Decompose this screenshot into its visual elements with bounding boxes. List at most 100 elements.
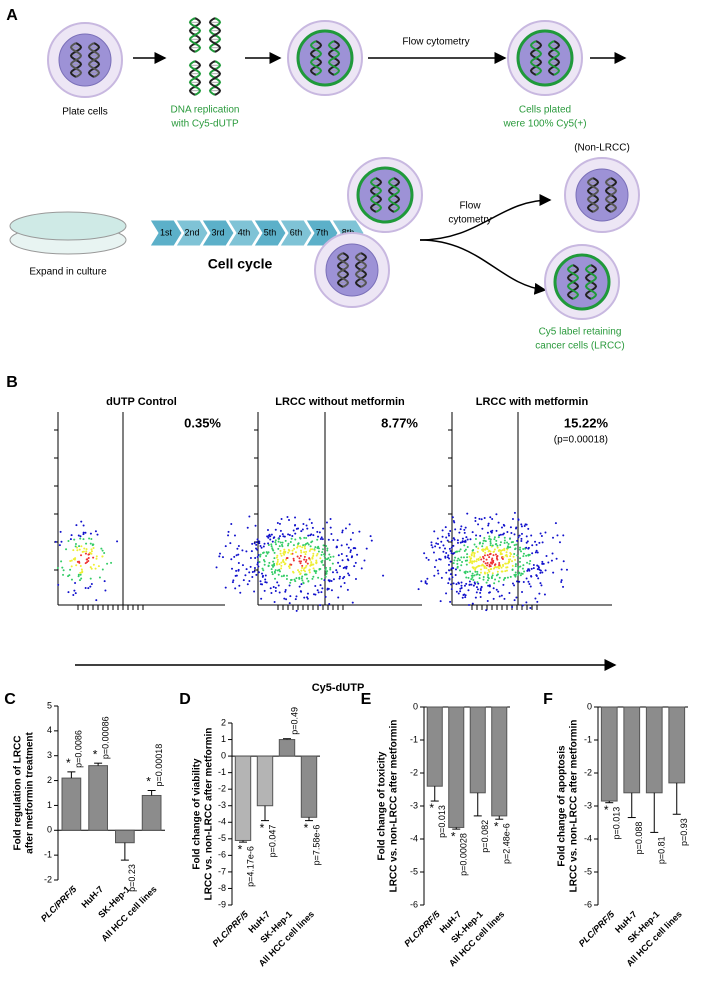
y-axis-label: Fold change of viability bbox=[192, 758, 203, 870]
event-dot bbox=[509, 575, 512, 578]
event-dot bbox=[521, 567, 524, 570]
event-dot bbox=[57, 583, 60, 586]
event-dot bbox=[92, 543, 95, 546]
helix-strand bbox=[309, 40, 323, 76]
event-dot bbox=[326, 547, 329, 550]
event-dot bbox=[59, 530, 62, 533]
event-dot bbox=[282, 561, 285, 564]
y-axis-label: after metformin treatment bbox=[25, 731, 36, 853]
event-dot bbox=[502, 532, 505, 535]
event-dot bbox=[513, 584, 516, 587]
event-dot bbox=[496, 573, 499, 576]
event-dot bbox=[326, 549, 329, 552]
event-dot bbox=[280, 561, 283, 564]
event-dot bbox=[465, 536, 468, 539]
p-label: p=4.17e-6 bbox=[245, 846, 255, 887]
event-dot bbox=[448, 569, 451, 572]
event-dot bbox=[270, 592, 273, 595]
event-dot bbox=[283, 548, 286, 551]
event-dot bbox=[269, 535, 272, 538]
event-dot bbox=[520, 532, 523, 535]
label: Expand in culture bbox=[29, 267, 107, 278]
label: Flow bbox=[459, 201, 481, 212]
event-dot bbox=[482, 576, 485, 579]
event-dot bbox=[513, 573, 516, 576]
event-dot bbox=[518, 560, 521, 563]
event-dot bbox=[90, 548, 93, 551]
event-dot bbox=[329, 555, 332, 558]
event-dot bbox=[488, 556, 491, 559]
event-dot bbox=[479, 556, 482, 559]
event-dot bbox=[288, 566, 291, 569]
event-dot bbox=[489, 561, 492, 564]
event-dot bbox=[539, 582, 542, 585]
event-dot bbox=[274, 586, 277, 589]
event-dot bbox=[491, 544, 494, 547]
event-dot bbox=[256, 563, 259, 566]
split-path bbox=[419, 239, 547, 295]
event-dot bbox=[337, 561, 340, 564]
event-dot bbox=[291, 535, 294, 538]
event-dot bbox=[289, 578, 292, 581]
event-dot bbox=[475, 534, 478, 537]
event-dot bbox=[537, 566, 540, 569]
event-dot bbox=[300, 551, 303, 554]
event-dot bbox=[534, 597, 537, 600]
label: 3rd bbox=[211, 227, 224, 237]
event-dot bbox=[488, 570, 491, 573]
event-dot bbox=[530, 575, 533, 578]
event-dot bbox=[276, 558, 279, 561]
event-dot bbox=[89, 532, 92, 535]
bar bbox=[141, 794, 162, 831]
event-dot bbox=[526, 540, 529, 543]
event-dot bbox=[101, 568, 104, 571]
cy5-ring bbox=[296, 29, 354, 87]
event-dot bbox=[498, 564, 501, 567]
event-dot bbox=[332, 539, 335, 542]
p-label: p=0.00086 bbox=[101, 716, 111, 759]
event-dot bbox=[65, 548, 68, 551]
event-dot bbox=[278, 522, 281, 525]
event-dot bbox=[486, 531, 489, 534]
event-dot bbox=[282, 574, 285, 577]
event-dot bbox=[273, 557, 276, 560]
event-dot bbox=[274, 539, 277, 542]
event-dot bbox=[495, 557, 498, 560]
label: Plate cells bbox=[62, 107, 108, 118]
event-dot bbox=[560, 568, 563, 571]
event-dot bbox=[276, 522, 279, 525]
event-dot bbox=[525, 601, 528, 604]
event-dot bbox=[98, 576, 101, 579]
label: Cell cycle bbox=[208, 256, 273, 272]
event-dot bbox=[555, 557, 558, 560]
event-dot bbox=[283, 597, 286, 600]
event-dot bbox=[313, 569, 316, 572]
event-dot bbox=[62, 573, 65, 576]
y-tick-label: -3 bbox=[584, 800, 592, 810]
p-label: p=0.047 bbox=[267, 825, 277, 858]
event-dot bbox=[492, 587, 495, 590]
y-tick-label: -2 bbox=[584, 767, 592, 777]
event-dot bbox=[453, 538, 456, 541]
event-dot bbox=[497, 565, 500, 568]
event-dot bbox=[89, 585, 92, 588]
event-dot bbox=[456, 566, 459, 569]
event-dot bbox=[503, 549, 506, 552]
event-dot bbox=[232, 579, 235, 582]
event-dot bbox=[489, 542, 492, 545]
event-dot bbox=[343, 581, 346, 584]
event-dot bbox=[287, 548, 290, 551]
event-dot bbox=[235, 569, 238, 572]
y-axis-label: LRCC vs. non-LRCC after metformin bbox=[569, 720, 580, 893]
event-dot bbox=[299, 549, 302, 552]
event-dot bbox=[560, 580, 563, 583]
event-dot bbox=[471, 551, 474, 554]
event-dot bbox=[484, 562, 487, 565]
y-tick-label: -5 bbox=[218, 833, 226, 843]
p-label: p=0.93 bbox=[679, 818, 689, 846]
event-dot bbox=[522, 580, 525, 583]
event-dot bbox=[456, 562, 459, 565]
event-dot bbox=[84, 586, 87, 589]
event-dot bbox=[456, 550, 459, 553]
event-dot bbox=[116, 540, 119, 543]
